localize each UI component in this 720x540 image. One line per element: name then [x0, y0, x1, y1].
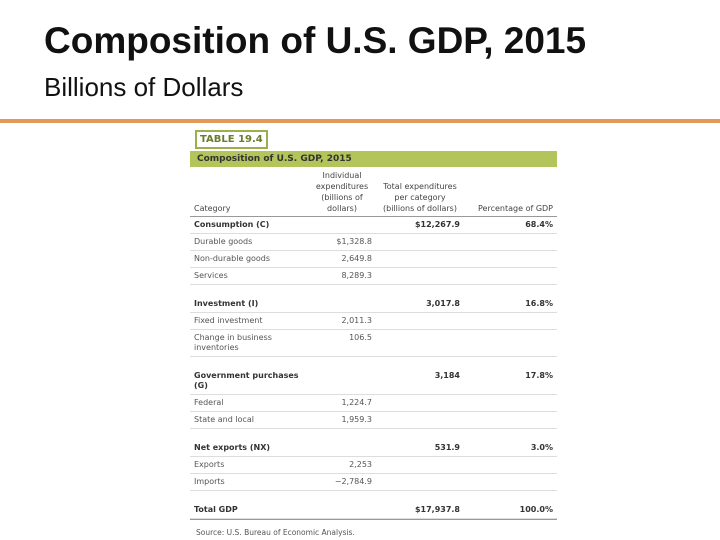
cell: 2,649.8 — [308, 250, 376, 268]
cell: 3,184 — [376, 356, 464, 395]
table-row: Exports 2,253 — [190, 456, 557, 474]
table-row: Services 8,289.3 — [190, 267, 557, 285]
table-row: Non-durable goods 2,649.8 — [190, 250, 557, 268]
slide-title: Composition of U.S. GDP, 2015 — [44, 20, 587, 61]
table-row: Total GDP $17,937.8 100.0% — [190, 490, 557, 519]
table-row: Change in business inventories 106.5 — [190, 329, 557, 357]
cell — [376, 394, 464, 412]
cell: $12,267.9 — [376, 216, 464, 234]
column-header: Individual expenditures (billions of dol… — [308, 167, 376, 217]
row-label: Federal — [190, 394, 308, 412]
row-label: Government purchases (G) — [190, 356, 308, 395]
cell — [376, 312, 464, 330]
cell: 1,224.7 — [308, 394, 376, 412]
row-label: Investment (I) — [190, 284, 308, 313]
row-label: Exports — [190, 456, 308, 474]
cell — [376, 411, 464, 429]
row-label: Durable goods — [190, 233, 308, 251]
cell — [464, 456, 557, 474]
cell — [464, 394, 557, 412]
cell — [376, 456, 464, 474]
row-label: Total GDP — [190, 490, 308, 519]
cell — [308, 490, 376, 519]
cell: 531.9 — [376, 428, 464, 457]
cell: 68.4% — [464, 216, 557, 234]
table-row: Government purchases (G) 3,184 17.8% — [190, 356, 557, 395]
cell — [308, 216, 376, 234]
gdp-table: Category Individual expenditures (billion… — [190, 167, 557, 519]
table-row: Federal 1,224.7 — [190, 394, 557, 412]
cell: 106.5 — [308, 329, 376, 357]
row-label: Consumption (C) — [190, 216, 308, 234]
cell — [376, 250, 464, 268]
cell: 17.8% — [464, 356, 557, 395]
cell — [464, 411, 557, 429]
cell — [464, 250, 557, 268]
cell — [376, 267, 464, 285]
column-header: Percentage of GDP — [464, 167, 557, 217]
cell: 16.8% — [464, 284, 557, 313]
table-label: TABLE 19.4 — [195, 130, 268, 149]
cell — [464, 267, 557, 285]
table-caption: Composition of U.S. GDP, 2015 — [190, 151, 557, 167]
header-row: Category Individual expenditures (billion… — [190, 167, 557, 217]
table-panel: TABLE 19.4 Composition of U.S. GDP, 2015… — [190, 128, 557, 540]
table-row: Investment (I) 3,017.8 16.8% — [190, 284, 557, 313]
column-header: Total expenditures per category (billion… — [376, 167, 464, 217]
row-label: Non-durable goods — [190, 250, 308, 268]
cell — [308, 284, 376, 313]
cell: 1,959.3 — [308, 411, 376, 429]
row-label: Net exports (NX) — [190, 428, 308, 457]
cell — [308, 356, 376, 395]
cell: 2,253 — [308, 456, 376, 474]
table-row: Imports −2,784.9 — [190, 473, 557, 491]
table-row: State and local 1,959.3 — [190, 411, 557, 429]
column-header: Category — [190, 167, 308, 217]
table-row: Durable goods $1,328.8 — [190, 233, 557, 251]
table-source: Source: U.S. Bureau of Economic Analysis… — [190, 519, 557, 537]
row-label: State and local — [190, 411, 308, 429]
cell: $1,328.8 — [308, 233, 376, 251]
cell: 3,017.8 — [376, 284, 464, 313]
cell — [308, 428, 376, 457]
table-body: Consumption (C) $12,267.9 68.4% Durable goo… — [190, 216, 557, 519]
cell: −2,784.9 — [308, 473, 376, 491]
cell — [376, 329, 464, 357]
cell: 2,011.3 — [308, 312, 376, 330]
divider — [0, 119, 720, 123]
cell — [376, 473, 464, 491]
cell — [376, 233, 464, 251]
slide-subtitle: Billions of Dollars — [44, 72, 244, 102]
row-label: Fixed investment — [190, 312, 308, 330]
cell: 3.0% — [464, 428, 557, 457]
cell — [464, 312, 557, 330]
table-row: Net exports (NX) 531.9 3.0% — [190, 428, 557, 457]
row-label: Services — [190, 267, 308, 285]
table-row: Fixed investment 2,011.3 — [190, 312, 557, 330]
cell: 8,289.3 — [308, 267, 376, 285]
cell: 100.0% — [464, 490, 557, 519]
row-label: Imports — [190, 473, 308, 491]
cell: $17,937.8 — [376, 490, 464, 519]
row-label: Change in business inventories — [190, 329, 308, 357]
cell — [464, 233, 557, 251]
cell — [464, 473, 557, 491]
table-row: Consumption (C) $12,267.9 68.4% — [190, 216, 557, 234]
cell — [464, 329, 557, 357]
